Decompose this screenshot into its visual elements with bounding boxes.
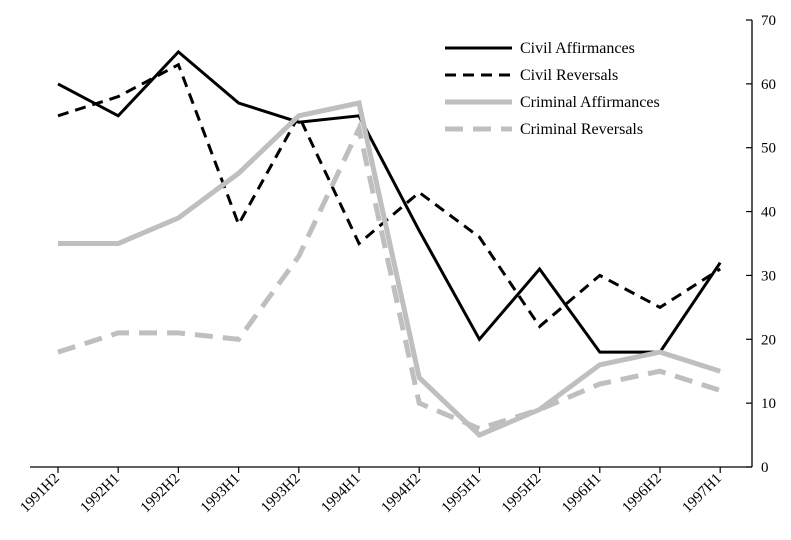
x-tick-label: 1993H2 [258, 471, 303, 516]
series-lines [57, 49, 722, 439]
x-tick-label: 1995H2 [499, 471, 544, 516]
x-tick-label: 1994H1 [318, 471, 363, 516]
x-axis-ticks: 1991H2 1992H1 1992H2 1993H1 1993H2 1994H1 1994… [17, 467, 725, 516]
plot-area: 1991H2 1992H1 1992H2 1993H1 1993H2 1994H1 1994… [17, 13, 776, 516]
y-tick-label: 40 [761, 205, 776, 221]
series-line-criminal-affirmances [58, 100, 721, 439]
x-tick-label: 1993H1 [198, 471, 243, 516]
legend: Civil Affirmances Civil Reversals Criminal… [445, 40, 660, 138]
x-tick-label: 1994H2 [379, 471, 424, 516]
y-axis-ticks: 0 10 20 30 40 50 60 70 [746, 13, 776, 476]
y-tick-label: 60 [761, 77, 776, 93]
series-line-criminal-reversals [57, 120, 721, 432]
legend-label: Criminal Reversals [520, 121, 643, 138]
y-tick-label: 0 [761, 460, 769, 476]
legend-label: Civil Reversals [520, 67, 618, 84]
y-tick-label: 20 [761, 332, 776, 348]
x-tick-label: 1991H2 [17, 471, 62, 516]
x-tick-label: 1992H1 [78, 471, 123, 516]
x-tick-label: 1995H1 [439, 471, 484, 516]
x-tick-label: 1996H2 [619, 471, 664, 516]
x-tick-label: 1997H1 [680, 471, 725, 516]
y-tick-label: 70 [761, 13, 776, 29]
y-tick-label: 10 [761, 396, 776, 412]
legend-label: Civil Affirmances [520, 40, 635, 57]
series-line-civil-reversals [57, 62, 722, 329]
legend-label: Criminal Affirmances [520, 94, 660, 111]
series-line-civil-affirmances [57, 49, 722, 354]
y-tick-label: 50 [761, 141, 776, 157]
x-tick-label: 1996H1 [559, 471, 604, 516]
y-tick-label: 30 [761, 268, 776, 284]
x-tick-label: 1992H2 [138, 471, 183, 516]
